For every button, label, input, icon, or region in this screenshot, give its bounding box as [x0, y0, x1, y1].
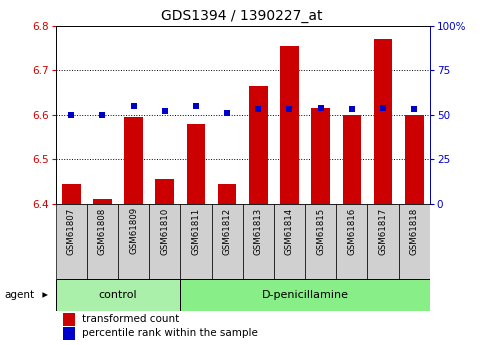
Text: GSM61811: GSM61811 — [191, 207, 200, 255]
Bar — [405, 115, 424, 204]
Bar — [118, 204, 149, 279]
Text: transformed count: transformed count — [82, 315, 179, 324]
Bar — [63, 327, 75, 340]
Text: GSM61812: GSM61812 — [223, 207, 232, 255]
Bar — [212, 204, 242, 279]
Text: GDS1394 / 1390227_at: GDS1394 / 1390227_at — [161, 9, 322, 23]
Text: GSM61818: GSM61818 — [410, 207, 419, 255]
Bar — [368, 204, 398, 279]
Text: GSM61817: GSM61817 — [379, 207, 387, 255]
Text: percentile rank within the sample: percentile rank within the sample — [82, 328, 258, 338]
Bar — [186, 125, 205, 204]
Point — [317, 105, 325, 110]
Point — [67, 112, 75, 118]
Bar — [180, 204, 212, 279]
Bar — [280, 46, 299, 204]
Point — [411, 107, 418, 112]
Text: GSM61808: GSM61808 — [98, 207, 107, 255]
Text: GSM61810: GSM61810 — [160, 207, 169, 255]
Point — [192, 103, 200, 109]
Bar — [156, 179, 174, 204]
Point — [285, 107, 293, 112]
Bar — [274, 204, 305, 279]
Bar — [374, 39, 392, 204]
Bar — [312, 108, 330, 204]
Bar — [124, 117, 143, 204]
Bar — [249, 86, 268, 204]
Bar — [336, 204, 368, 279]
Bar — [62, 184, 81, 204]
Text: GSM61815: GSM61815 — [316, 207, 325, 255]
Text: GSM61814: GSM61814 — [285, 207, 294, 255]
Bar — [149, 204, 180, 279]
Point — [379, 105, 387, 110]
Bar — [218, 184, 237, 204]
Point — [99, 112, 106, 118]
Bar — [305, 204, 336, 279]
Bar — [180, 279, 430, 311]
Bar — [56, 279, 180, 311]
Text: GSM61807: GSM61807 — [67, 207, 76, 255]
Text: D-penicillamine: D-penicillamine — [262, 290, 349, 300]
Bar — [398, 204, 430, 279]
Bar — [342, 115, 361, 204]
Bar — [242, 204, 274, 279]
Bar — [93, 199, 112, 204]
Text: GSM61813: GSM61813 — [254, 207, 263, 255]
Text: agent: agent — [5, 290, 35, 300]
Point — [161, 108, 169, 114]
Bar — [63, 313, 75, 326]
Bar — [56, 204, 87, 279]
Point — [223, 110, 231, 116]
Text: GSM61816: GSM61816 — [347, 207, 356, 255]
Point — [255, 107, 262, 112]
Bar — [87, 204, 118, 279]
Text: GSM61809: GSM61809 — [129, 207, 138, 255]
Point — [348, 107, 356, 112]
Text: control: control — [99, 290, 137, 300]
Point — [129, 103, 137, 109]
